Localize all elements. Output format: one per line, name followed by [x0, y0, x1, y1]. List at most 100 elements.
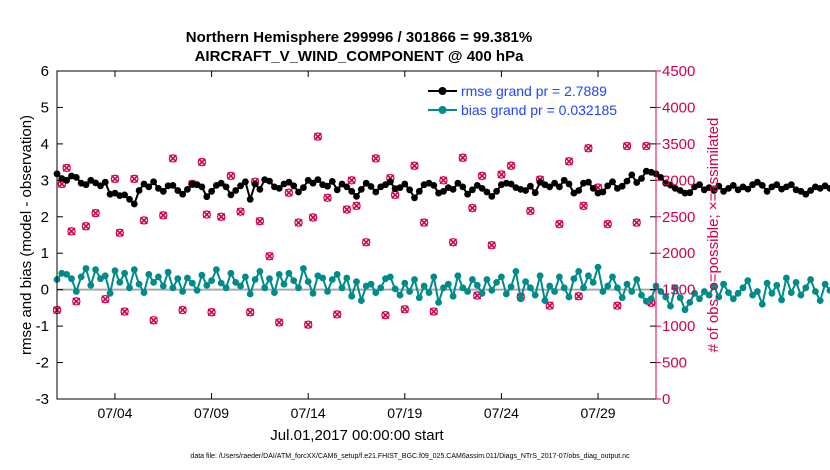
bias-point: [338, 284, 346, 292]
bias-point: [300, 265, 307, 272]
bias-point: [609, 273, 616, 281]
bias-point: [802, 284, 810, 292]
bias-point: [700, 288, 708, 295]
rmse-point: [266, 177, 273, 185]
rmse-point: [469, 186, 476, 194]
obs-possible-point: [506, 161, 516, 170]
rmse-point: [256, 186, 264, 193]
y2-tick-label: 4500: [662, 63, 695, 80]
bias-point: [638, 291, 645, 299]
rmse-point: [802, 190, 810, 198]
obs-possible-point: [487, 241, 496, 250]
bias-point: [116, 279, 124, 286]
y2-tick-label: 2500: [662, 209, 695, 226]
bias-point: [391, 285, 399, 293]
obs-assimilated-point: [333, 310, 342, 319]
obs-assimilated-point: [352, 201, 361, 210]
bias-point: [444, 280, 452, 288]
obs-possible-point: [555, 219, 564, 229]
bias-point: [135, 280, 143, 288]
rmse-point: [787, 181, 795, 189]
obs-assimilated-point: [362, 238, 371, 247]
rmse-point: [546, 183, 554, 191]
obs-possible-point: [361, 238, 371, 247]
bias-point: [179, 288, 187, 295]
obs-assimilated-point: [168, 154, 177, 163]
obs-possible-point: [284, 188, 294, 197]
rmse-point: [585, 178, 592, 186]
bias-point: [415, 294, 423, 302]
bias-point: [328, 276, 336, 283]
obs-possible-point: [226, 171, 236, 181]
obs-assimilated-point: [159, 211, 168, 220]
bias-point: [541, 297, 549, 304]
obs-possible-point: [477, 171, 487, 181]
x-tick-label: 07/24: [484, 405, 519, 421]
obs-assimilated-point: [149, 316, 158, 325]
obs-possible-point: [579, 201, 588, 211]
bias-point: [686, 299, 694, 306]
bias-point: [459, 284, 467, 292]
obs-assimilated-point: [130, 174, 139, 183]
rmse-point: [406, 186, 413, 194]
bias-point: [164, 268, 172, 276]
bias-point: [594, 263, 602, 271]
obs-assimilated-point: [309, 213, 317, 222]
y-tick-label: 6: [41, 63, 49, 80]
chart-subtitle: AIRCRAFT_V_WIND_COMPONENT @ 400 hPa: [195, 48, 525, 65]
bias-point: [372, 289, 380, 296]
obs-assimilated-point: [236, 207, 245, 216]
rmse-series-line: [56, 170, 830, 206]
obs-assimilated-point: [526, 206, 535, 215]
bias-point: [614, 284, 621, 292]
obs-possible-point: [622, 141, 632, 151]
bias-point: [193, 287, 201, 294]
obs-assimilated-point: [202, 210, 211, 219]
obs-assimilated-point: [613, 301, 622, 310]
bias-point: [295, 284, 302, 292]
bias-point: [343, 274, 351, 282]
obs-assimilated-point: [101, 295, 110, 304]
rmse-point: [705, 184, 713, 192]
bias-point: [285, 269, 293, 277]
obs-assimilated-point: [313, 132, 322, 141]
bias-point: [565, 293, 573, 301]
bias-point: [348, 292, 356, 300]
bias-point: [454, 272, 462, 280]
rmse-point: [565, 180, 573, 188]
bias-point: [744, 277, 752, 284]
rmse-point: [145, 183, 153, 191]
obs-assimilated-point: [545, 301, 554, 310]
rmse-point: [63, 176, 71, 184]
rmse-point: [169, 182, 177, 189]
y2-tick-label: 2000: [662, 245, 695, 262]
obs-possible-point: [120, 307, 129, 316]
rmse-point: [449, 186, 457, 193]
rmse-point: [454, 179, 462, 187]
obs-possible-point: [207, 308, 216, 317]
bias-point: [435, 299, 442, 306]
rmse-point: [754, 178, 761, 186]
obs-assimilated-point: [555, 220, 564, 229]
obs-possible-point: [400, 305, 410, 314]
bias-point: [271, 289, 278, 296]
bias-point: [628, 288, 636, 295]
rmse-point: [97, 182, 104, 190]
obs-possible-point: [545, 301, 554, 310]
rmse-point: [130, 200, 138, 208]
rmse-point: [734, 186, 742, 194]
obs-possible-point: [67, 227, 76, 236]
obs-assimilated-point: [139, 216, 148, 225]
bias-point: [121, 269, 128, 277]
obs-assimilated-point: [275, 318, 284, 327]
y-axis-label: rmse and bias (model - observation): [18, 115, 35, 355]
bias-point: [527, 284, 534, 292]
bias-point: [242, 273, 249, 281]
bias-point: [188, 279, 196, 287]
bias-point: [126, 284, 133, 292]
legend-rmse-marker: [438, 87, 447, 95]
legend-box: [423, 79, 650, 122]
bias-point: [807, 276, 814, 283]
obs-assimilated-point: [72, 297, 81, 306]
obs-possible-point: [632, 218, 641, 227]
